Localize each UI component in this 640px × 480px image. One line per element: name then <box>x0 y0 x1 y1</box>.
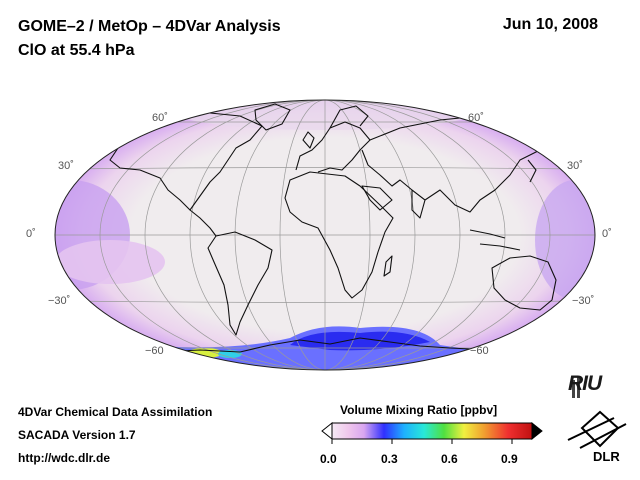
riu-logo: RIU <box>568 372 602 395</box>
colorbar-label-1: 0.3 <box>381 452 398 466</box>
coast-europe <box>295 121 371 173</box>
lat-label-left-0: 0˚ <box>26 228 36 240</box>
coast-scandinavia <box>329 105 369 129</box>
lat-label-right-60n: 60˚ <box>468 112 484 124</box>
lat-label-right-30s: −30˚ <box>572 295 595 307</box>
graticule-lon-30 <box>279 100 371 370</box>
globe-outline <box>54 99 596 371</box>
lat-label-left-30s: −30˚ <box>48 295 71 307</box>
map-subtitle: ClO at 55.4 hPa <box>18 42 135 59</box>
dlr-logo: DLR <box>593 449 620 464</box>
colorbar-gradient <box>332 423 532 439</box>
coast-british-isles <box>302 131 315 149</box>
footer-line-1: 4DVar Chemical Data Assimilation <box>18 405 213 419</box>
graticule-lon-90 <box>189 100 461 370</box>
lat-label-left-30n: 30˚ <box>58 160 74 172</box>
lat-label-right-0: 0˚ <box>602 228 612 240</box>
map-title: GOME–2 / MetOp – 4DVar Analysis <box>18 18 281 35</box>
clo-east-edge <box>535 180 595 300</box>
coast-africa <box>284 171 394 299</box>
graticule-lon-120 <box>144 100 506 370</box>
footer-line-2: SACADA Version 1.7 <box>18 428 136 442</box>
lat-label-left-60s: −60 <box>145 345 164 357</box>
colorbar-label-3: 0.9 <box>501 452 518 466</box>
coast-madagascar <box>383 255 393 277</box>
graticule-lon-60 <box>234 100 416 370</box>
coast-india <box>411 189 426 219</box>
coast-greenland <box>254 103 291 131</box>
coast-south-america <box>207 231 273 336</box>
coast-japan <box>527 159 537 183</box>
riu-logo-mark <box>572 376 580 398</box>
colorbar-title: Volume Mixing Ratio [ppbv] <box>340 403 498 417</box>
lat-label-right-30n: 30˚ <box>567 160 583 172</box>
coast-central-america <box>189 209 217 237</box>
footer-url: http://wdc.dlr.de <box>18 451 110 465</box>
coast-australia <box>491 255 557 311</box>
coast-arabia <box>361 185 393 211</box>
coast-indonesia <box>469 229 521 251</box>
colorbar-label-0: 0.0 <box>320 452 337 466</box>
coast-antarctica <box>159 337 491 353</box>
map-date: Jun 10, 2008 <box>502 16 598 33</box>
clo-west-band <box>55 240 165 284</box>
colorbar-label-2: 0.6 <box>441 452 458 466</box>
lat-label-right-60s: −60 <box>470 345 489 357</box>
lat-label-left-60n: 60˚ <box>152 112 168 124</box>
dlr-logo-mark <box>567 410 627 449</box>
colorbar-arrow-left <box>321 421 333 441</box>
colorbar <box>321 421 543 444</box>
colorbar-arrow-right <box>531 421 543 441</box>
graticule-lon-150 <box>99 100 551 370</box>
